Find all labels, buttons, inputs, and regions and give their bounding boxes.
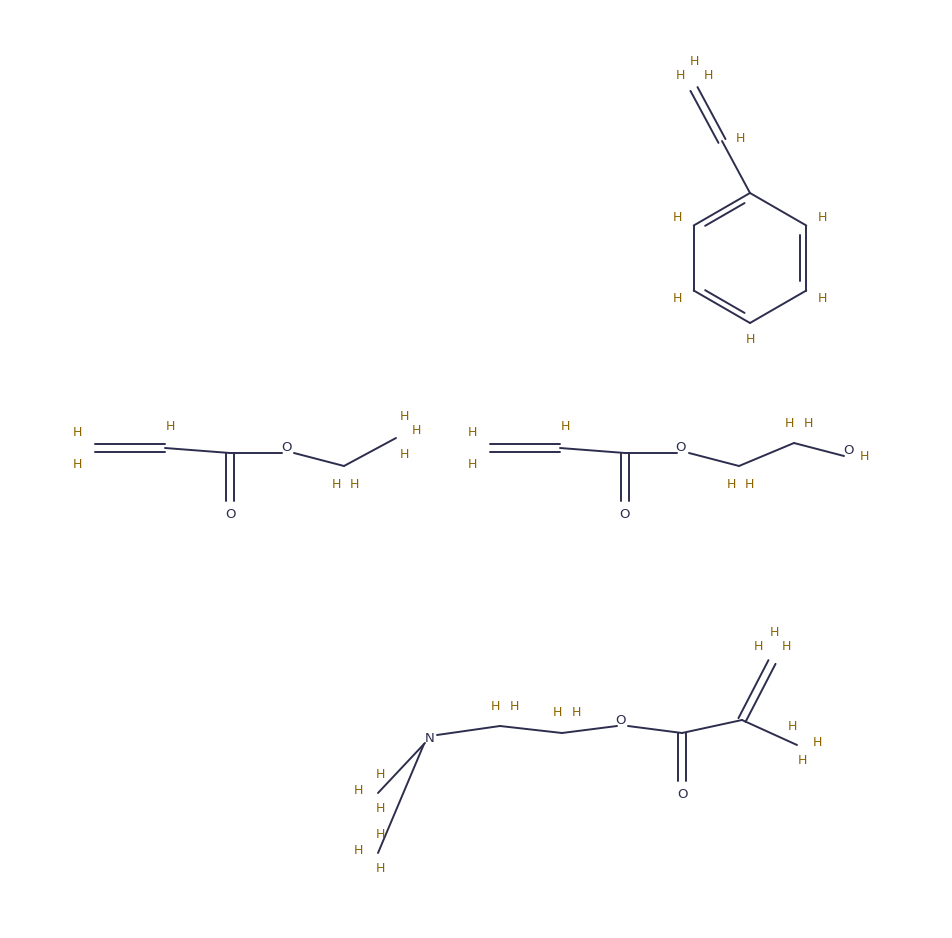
Text: H: H: [803, 416, 813, 430]
Text: O: O: [620, 508, 630, 522]
Text: O: O: [843, 444, 853, 457]
Text: O: O: [677, 789, 687, 801]
Text: H: H: [166, 419, 174, 432]
Text: H: H: [689, 54, 699, 68]
Text: O: O: [676, 441, 686, 453]
Text: H: H: [331, 477, 341, 491]
Text: H: H: [72, 426, 82, 438]
Text: H: H: [349, 477, 359, 491]
Text: O: O: [281, 441, 291, 453]
Text: H: H: [509, 700, 519, 713]
Text: H: H: [744, 477, 754, 491]
Text: H: H: [467, 458, 477, 471]
Text: H: H: [673, 211, 683, 224]
Text: H: H: [735, 131, 744, 144]
Text: O: O: [225, 508, 235, 522]
Text: H: H: [726, 477, 736, 491]
Text: H: H: [571, 706, 581, 719]
Text: H: H: [782, 641, 791, 654]
Text: H: H: [784, 416, 794, 430]
Text: O: O: [615, 714, 625, 727]
Text: H: H: [860, 449, 868, 462]
Text: H: H: [467, 426, 477, 438]
Text: H: H: [753, 641, 763, 654]
Text: H: H: [675, 68, 684, 82]
Text: H: H: [72, 458, 82, 471]
Text: H: H: [375, 803, 385, 815]
Text: H: H: [798, 754, 806, 767]
Text: H: H: [561, 419, 569, 432]
Text: H: H: [490, 700, 500, 713]
Text: H: H: [769, 626, 779, 639]
Text: H: H: [375, 863, 385, 875]
Text: H: H: [411, 423, 421, 436]
Text: H: H: [399, 410, 408, 422]
Text: H: H: [552, 706, 562, 719]
Text: H: H: [353, 844, 363, 857]
Text: H: H: [745, 332, 755, 345]
Text: N: N: [426, 732, 435, 745]
Text: H: H: [673, 292, 683, 305]
Text: H: H: [375, 768, 385, 781]
Text: H: H: [812, 736, 822, 749]
Text: H: H: [353, 784, 363, 797]
Text: H: H: [375, 828, 385, 841]
Text: H: H: [818, 292, 827, 305]
Text: H: H: [818, 211, 827, 224]
Text: H: H: [704, 68, 713, 82]
Text: H: H: [787, 720, 797, 734]
Text: H: H: [399, 447, 408, 461]
